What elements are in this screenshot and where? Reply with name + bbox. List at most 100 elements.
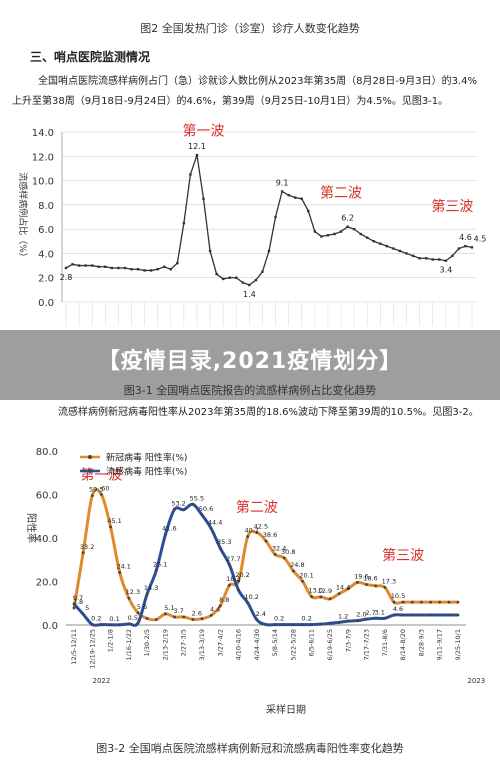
- c1-data-point: [64, 266, 68, 270]
- c1-data-point: [392, 247, 395, 250]
- c2-data-point: [182, 508, 186, 512]
- c2-data-point: [383, 616, 387, 620]
- c2-point-label: 2.0: [356, 611, 366, 619]
- c1-data-point: [208, 249, 212, 253]
- c2-data-point: [127, 596, 131, 600]
- c1-y-tick-label: 6.0: [38, 225, 54, 236]
- c2-points: [72, 493, 460, 627]
- c2-point-label: 5.1: [164, 604, 174, 612]
- c1-data-point: [163, 265, 166, 268]
- c2-data-point: [218, 604, 222, 608]
- figure32-caption: 图3-2 全国哨点医院流感样病例新冠和流感病毒阳性率变化趋势: [96, 742, 404, 755]
- c2-data-point: [438, 600, 442, 604]
- c2-data-point: [182, 615, 186, 619]
- c1-wave-label: 第三波: [431, 198, 473, 215]
- c1-data-point: [189, 173, 192, 176]
- c1-data-point: [470, 246, 474, 249]
- c2-data-point: [392, 600, 396, 604]
- c1-data-point: [156, 268, 159, 271]
- c2-data-point: [109, 525, 112, 529]
- c2-wave-label: 第三波: [382, 547, 424, 564]
- c2-point-label: 7.8: [73, 598, 83, 606]
- c1-point-label: 2.8: [60, 273, 73, 282]
- c2-data-point: [90, 494, 94, 497]
- c1-x-ticks: [65, 302, 473, 326]
- c2-x-tick-label: 7/31-8/6: [381, 629, 389, 656]
- c1-data-point: [254, 278, 258, 282]
- c2-point-label: 33.2: [80, 543, 94, 551]
- c1-data-point: [228, 276, 231, 279]
- c2-data-point: [118, 623, 122, 627]
- c2-point-label: 40.7: [244, 526, 258, 534]
- c1-point-label: 9.1: [276, 179, 289, 188]
- c1-data-point: [195, 153, 199, 157]
- c1-wave-label: 第一波: [183, 123, 225, 140]
- c2-data-point: [173, 615, 176, 619]
- c1-data-point: [398, 249, 402, 253]
- overlay-banner: [0, 330, 500, 400]
- c1-data-point: [261, 270, 264, 273]
- c2-year-label: 2023: [467, 677, 485, 685]
- c2-data-point: [383, 585, 387, 589]
- c2-data-point: [145, 617, 149, 620]
- c2-data-point: [136, 611, 140, 615]
- c2-data-point: [337, 620, 341, 624]
- c2-data-point: [164, 612, 167, 616]
- c2-point-label: 50.6: [199, 505, 213, 513]
- c1-point-label: 1.4: [243, 290, 256, 299]
- c2-point-label: 5.6: [137, 603, 147, 611]
- c2-point-label: 13.0: [308, 587, 322, 595]
- c2-data-point: [374, 584, 378, 588]
- c2-x-tick-label: 2/27-3/5: [180, 629, 188, 656]
- c2-data-point: [401, 613, 405, 617]
- c2-data-point: [456, 613, 460, 617]
- c2-data-point: [127, 622, 131, 626]
- c2-point-label: 8.8: [219, 596, 229, 604]
- c1-data-point: [235, 276, 238, 279]
- c2-data-point: [319, 622, 323, 626]
- paragraph-1-line-1: 全国哨点医院流感样病例占门（急）诊就诊人数比例从2023年第35周（8月28日-…: [38, 76, 477, 87]
- c2-point-label: 10.5: [391, 592, 405, 600]
- c2-point-label: 42.5: [254, 523, 268, 531]
- c2-point-label: 10.2: [244, 593, 258, 601]
- c2-x-tick-label: 4/10-4/16: [235, 629, 243, 661]
- c2-data-point: [154, 569, 158, 572]
- c2-point-label: 17.3: [382, 577, 396, 585]
- c1-data-point: [326, 234, 330, 237]
- c2-x-tick-label: 9/25-10/1: [454, 629, 462, 661]
- c1-point-label: 3.4: [439, 266, 452, 275]
- c2-data-point: [246, 601, 250, 605]
- c2-x-tick-label: 3/27-4/2: [216, 629, 224, 656]
- c2-data-point: [301, 579, 304, 583]
- c2-point-label: 2.6: [192, 609, 202, 617]
- c2-data-point: [164, 533, 167, 536]
- c1-data-point: [117, 266, 120, 270]
- c2-point-label: 12.9: [318, 587, 332, 595]
- c2-point-label: 60: [101, 485, 109, 493]
- c2-data-point: [346, 619, 350, 623]
- c1-data-point: [333, 232, 336, 236]
- c2-x-tick-label: 7/3-7/9: [344, 629, 352, 652]
- c2-data-point: [456, 600, 460, 604]
- c2-point-label: 24.1: [116, 563, 130, 571]
- c2-x-tick-label: 12/5-12/11: [70, 629, 78, 665]
- c1-data-point: [287, 193, 290, 197]
- c2-data-point: [237, 579, 240, 583]
- c1-data-point: [274, 215, 277, 219]
- c2-point-label: 3.1: [375, 608, 385, 616]
- c2-data-point: [282, 623, 286, 626]
- c1-y-tick-label: 2.0: [38, 274, 54, 285]
- c2-point-label: 27.7: [226, 555, 240, 563]
- c1-data-point: [248, 283, 251, 287]
- c1-data-point: [300, 197, 303, 200]
- c2-x-tick-label: 12/19-12/25: [88, 629, 96, 669]
- c2-legend-label: 流感病毒 阳性率(%): [106, 466, 187, 478]
- c2-point-label: 18.3: [226, 575, 240, 583]
- c1-point-labels: 2.8 12.1 1.4 9.1 6.2 3.4 4.6 4.5: [60, 142, 487, 299]
- c1-data-point: [379, 242, 382, 245]
- c1-data-point: [182, 221, 186, 225]
- c1-point-label: 12.1: [188, 142, 206, 151]
- c2-x-tick-label: 5/22-5/28: [289, 629, 297, 661]
- c2-point-label: 0.2: [274, 615, 284, 623]
- c1-y-tick-label: 8.0: [38, 201, 54, 212]
